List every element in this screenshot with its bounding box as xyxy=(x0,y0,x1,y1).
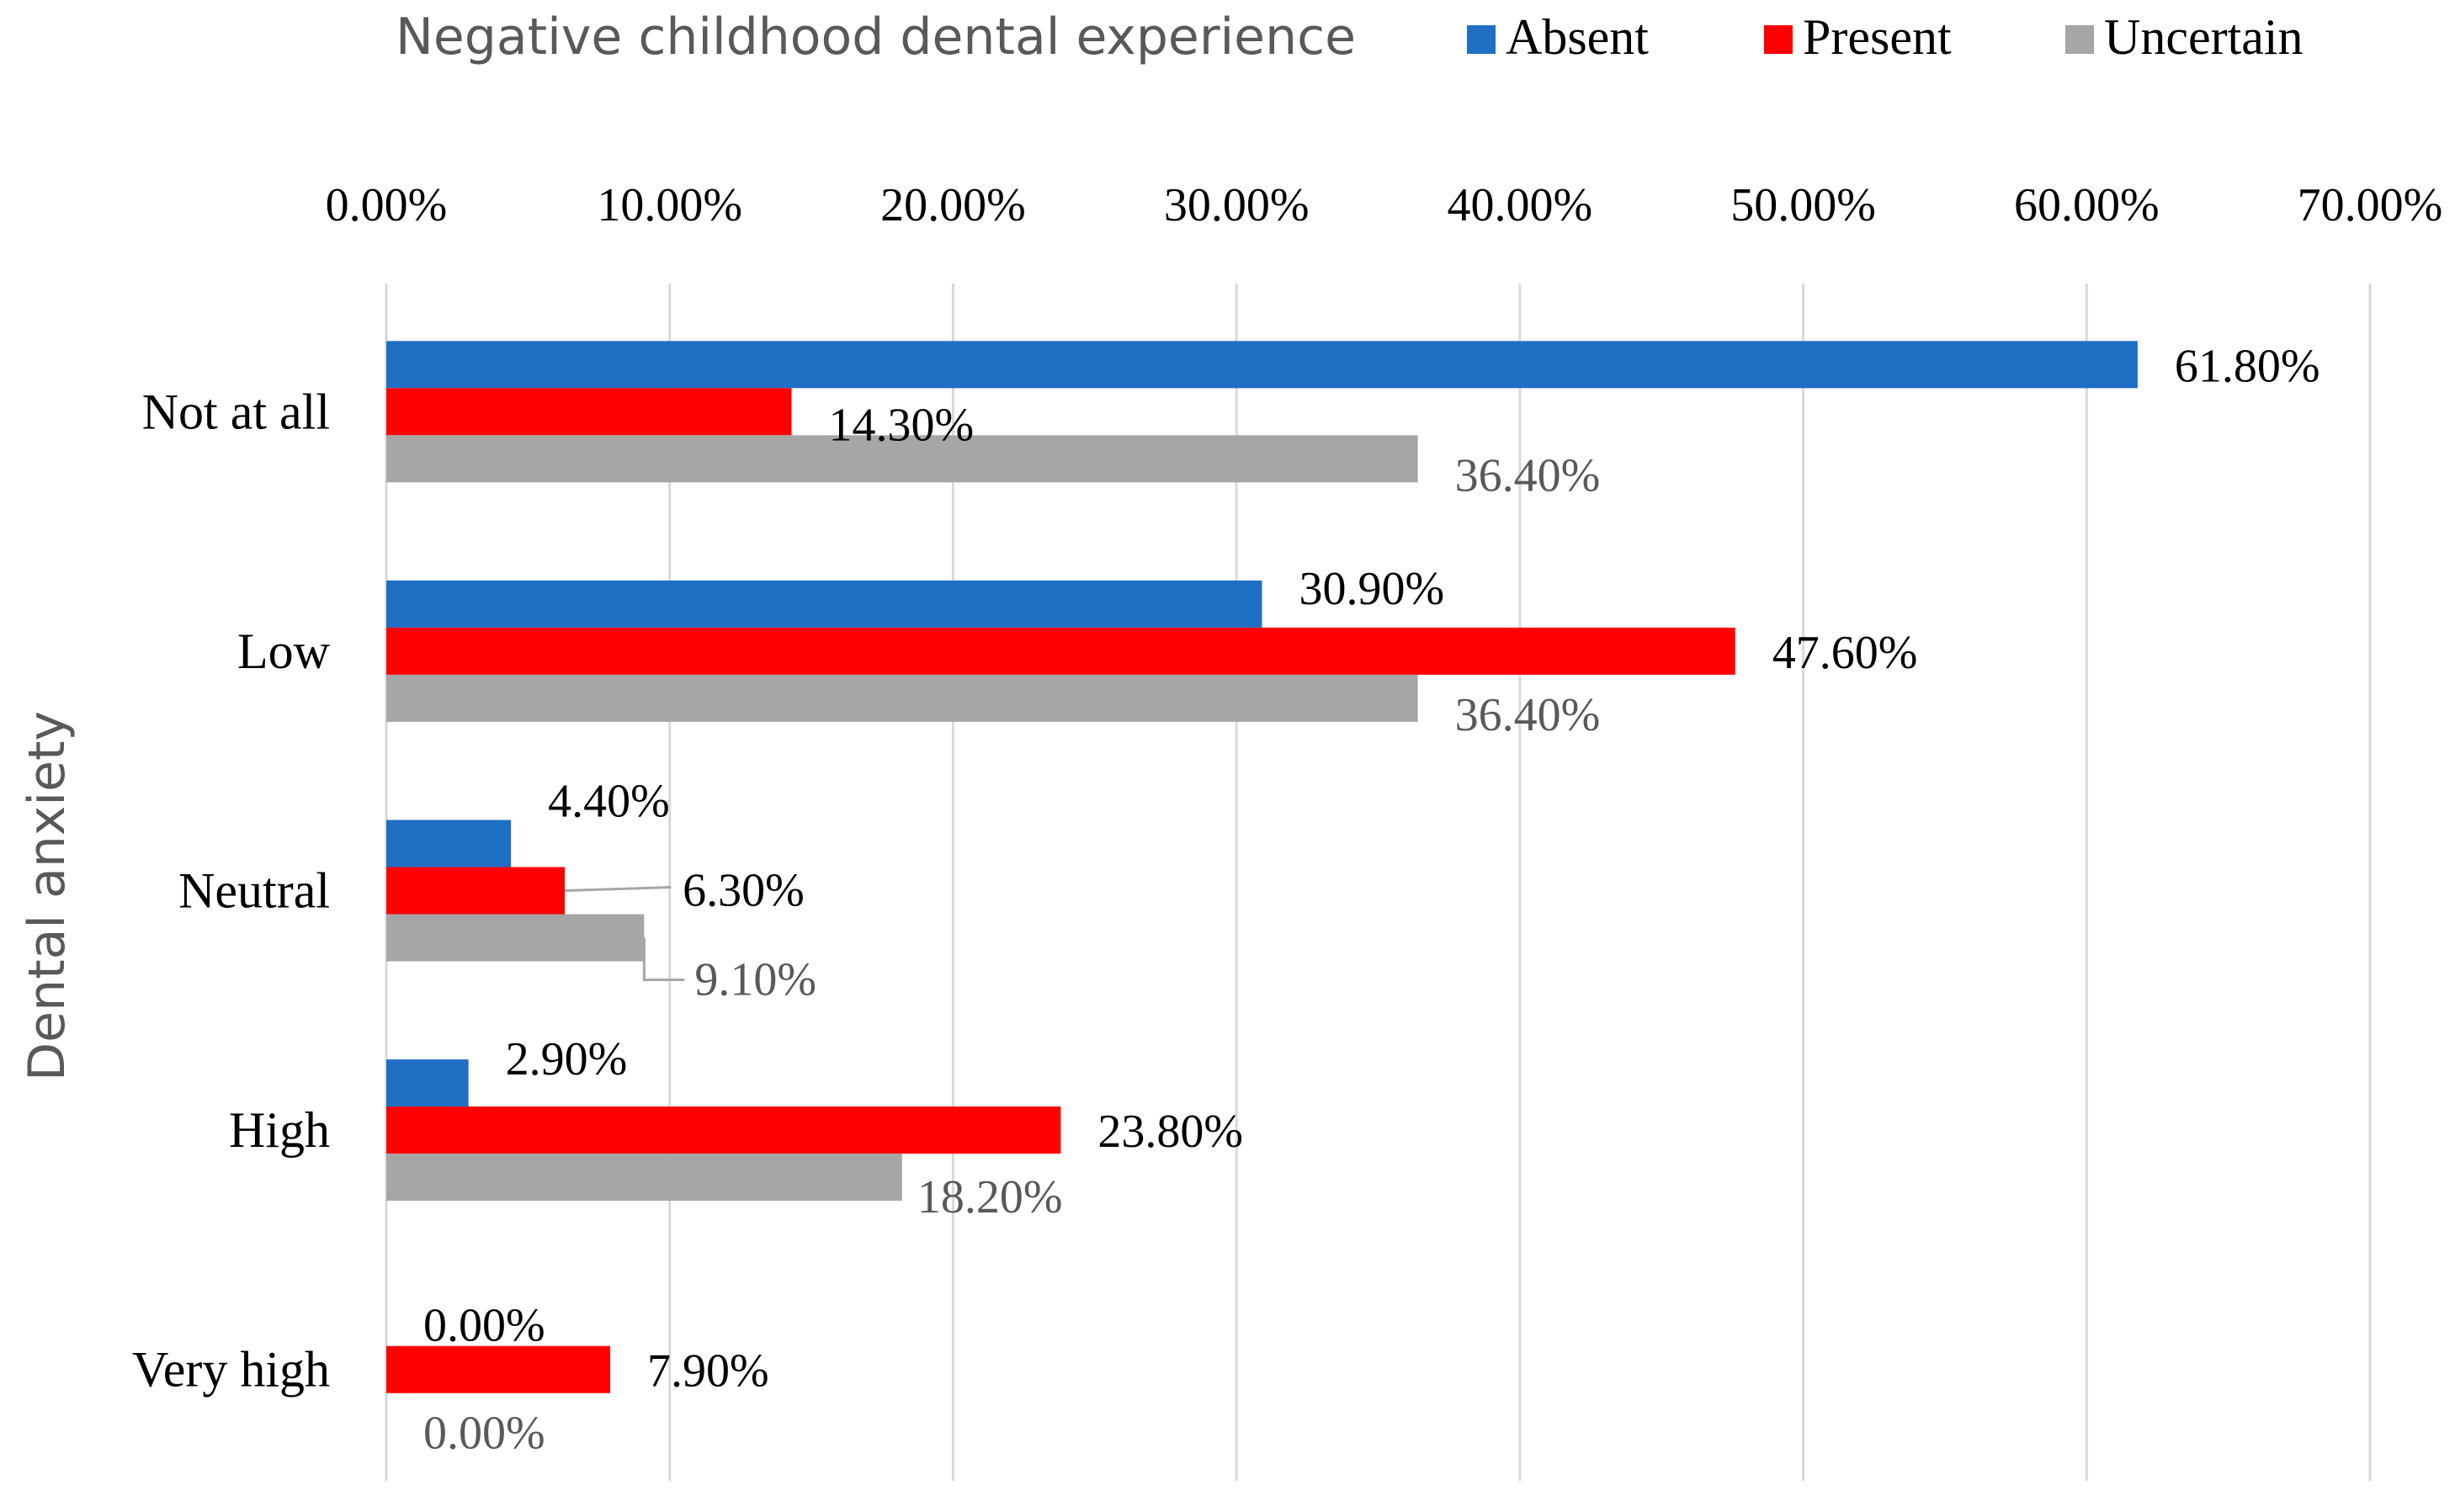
category-label: Very high xyxy=(132,1342,330,1398)
category-label: Not at all xyxy=(142,384,330,439)
category-label: High xyxy=(229,1102,330,1158)
data-label: 61.80% xyxy=(2175,340,2320,392)
bar-present xyxy=(386,388,792,436)
bar-present xyxy=(386,627,1735,675)
leader-lines xyxy=(565,886,685,981)
data-label: 9.10% xyxy=(694,954,816,1006)
data-label: 36.40% xyxy=(1455,689,1601,741)
x-tick-label: 50.00% xyxy=(1730,179,1876,231)
legend-swatch-absent xyxy=(1467,25,1496,54)
category-labels: Not at all Low Neutral High Very high xyxy=(132,384,331,1397)
bar-uncertain xyxy=(386,674,1418,722)
category-label: Low xyxy=(237,623,331,679)
data-label: 0.00% xyxy=(423,1408,545,1460)
category-label: Neutral xyxy=(178,863,330,919)
legend-swatch-uncertain xyxy=(2065,25,2094,54)
bar-present xyxy=(386,1106,1061,1154)
bar-absent xyxy=(386,580,1262,628)
leader-line xyxy=(565,886,672,892)
x-tick-label: 70.00% xyxy=(2298,179,2443,231)
grid-lines xyxy=(385,284,2372,1481)
bar-uncertain xyxy=(386,914,645,962)
data-label: 6.30% xyxy=(683,865,805,917)
legend-label-uncertain: Uncertain xyxy=(2104,9,2304,65)
x-tick-label: 0.00% xyxy=(326,179,448,231)
bar-present xyxy=(386,1345,611,1393)
x-tick-label: 40.00% xyxy=(1448,179,1593,231)
data-label: 2.90% xyxy=(506,1033,628,1085)
y-axis-label: Dental anxiety xyxy=(18,711,77,1081)
x-tick-label: 20.00% xyxy=(880,179,1026,231)
legend-swatch-present xyxy=(1764,25,1793,54)
data-label: 23.80% xyxy=(1097,1106,1243,1158)
data-label: 36.40% xyxy=(1455,449,1601,501)
legend-label-absent: Absent xyxy=(1506,9,1649,65)
bars xyxy=(386,341,2138,1393)
bar-absent xyxy=(386,341,2138,389)
legend-label-present: Present xyxy=(1803,9,1952,65)
legend: Negative childhood dental experience Abs… xyxy=(396,8,2304,66)
bar-uncertain xyxy=(386,1154,902,1202)
x-tick-labels: 0.00% 10.00% 20.00% 30.00% 40.00% 50.00% 60.00… xyxy=(326,179,2443,231)
data-label: 7.90% xyxy=(647,1345,769,1398)
bar-absent xyxy=(386,820,512,867)
data-label: 30.90% xyxy=(1299,563,1444,615)
bar-absent xyxy=(386,1059,469,1107)
x-tick-label: 10.00% xyxy=(597,179,742,231)
data-label: 14.30% xyxy=(829,399,975,451)
data-labels: 61.80% 14.30% 36.40% 30.90% 47.60% 36.40% 4.40… xyxy=(423,340,2320,1459)
data-label: 0.00% xyxy=(423,1300,545,1352)
data-label: 18.20% xyxy=(917,1171,1063,1223)
legend-title: Negative childhood dental experience xyxy=(396,8,1356,66)
bar-uncertain xyxy=(386,435,1418,483)
bar-present xyxy=(386,867,566,915)
leader-line xyxy=(642,937,685,981)
data-label: 4.40% xyxy=(548,776,670,828)
x-tick-label: 60.00% xyxy=(2014,179,2160,231)
x-tick-label: 30.00% xyxy=(1164,179,1310,231)
data-label: 47.60% xyxy=(1772,627,1918,679)
